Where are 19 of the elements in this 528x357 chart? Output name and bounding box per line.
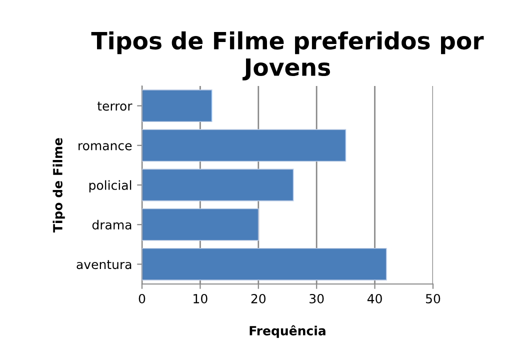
chart-title: Tipos de Filme preferidos por Jovens (91, 31, 484, 80)
y-axis-title: Tipo de Filme (52, 138, 65, 232)
y-tick-label: drama (92, 220, 132, 230)
bar (142, 168, 294, 202)
x-tick-label: 50 (426, 294, 440, 304)
y-tick-label: terror (97, 102, 132, 111)
y-tick-label: aventura (76, 260, 132, 270)
x-tick-label: 0 (138, 294, 146, 304)
y-tick-label: policial (89, 180, 132, 192)
bar (142, 129, 346, 162)
bar (142, 248, 387, 280)
bar (142, 90, 212, 122)
bar (142, 208, 259, 241)
y-tick-label: romance (78, 143, 132, 150)
x-axis-title: Frequência (250, 325, 326, 338)
x-tick-label: 10 (194, 294, 208, 304)
x-tick-label: 20 (251, 294, 266, 304)
x-tick-label: 30 (310, 294, 324, 304)
x-tick-label: 40 (367, 294, 382, 304)
